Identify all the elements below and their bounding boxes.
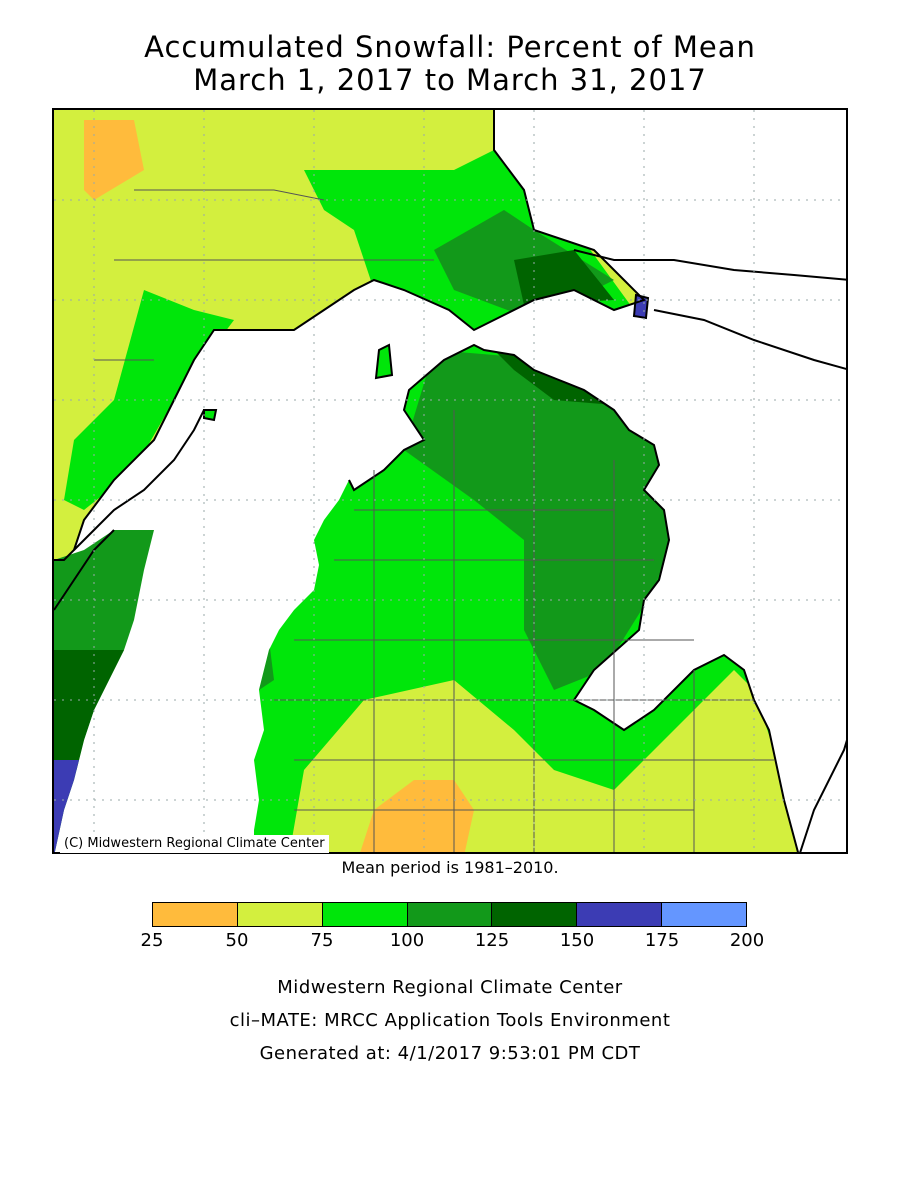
snowfall-map [52,108,848,854]
legend-swatch-75-100 [322,903,408,926]
legend-swatch-125-150 [492,903,578,926]
island-small [203,409,218,422]
legend-tick-200: 200 [729,930,765,951]
legend-swatch-25-50 [153,903,238,926]
footer-organization: Midwestern Regional Climate Center [277,977,623,998]
legend-tick-75: 75 [310,930,334,951]
wisconsin-fill [54,530,154,852]
michigan-map-svg [54,110,846,852]
mean-period-note: Mean period is 1981–2010. [341,858,559,877]
legend-tick-100: 100 [389,930,425,951]
shoreline-outlines [54,110,846,852]
color-legend-bar [152,902,747,927]
legend-swatch-175-200 [662,903,747,926]
island-blue [632,293,650,320]
legend-swatch-50-75 [237,903,323,926]
legend-tick-125: 125 [474,930,510,951]
copyright-label: (C) Midwestern Regional Climate Center [60,835,329,853]
map-subtitle-date-range: March 1, 2017 to March 31, 2017 [193,63,707,97]
footer-application: cli–MATE: MRCC Application Tools Environ… [229,1010,671,1031]
legend-tick-175: 175 [644,930,680,951]
island-beaver [374,343,394,380]
footer-generated-at: Generated at: 4/1/2017 9:53:01 PM CDT [259,1043,641,1064]
legend-tick-150: 150 [559,930,595,951]
legend-swatch-100-125 [407,903,493,926]
legend-tick-25: 25 [140,930,164,951]
map-title: Accumulated Snowfall: Percent of Mean [144,30,756,64]
legend-tick-50: 50 [225,930,249,951]
legend-swatch-150-175 [577,903,663,926]
